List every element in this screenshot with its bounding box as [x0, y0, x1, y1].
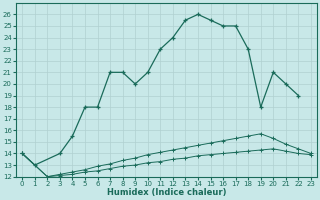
X-axis label: Humidex (Indice chaleur): Humidex (Indice chaleur): [107, 188, 226, 197]
